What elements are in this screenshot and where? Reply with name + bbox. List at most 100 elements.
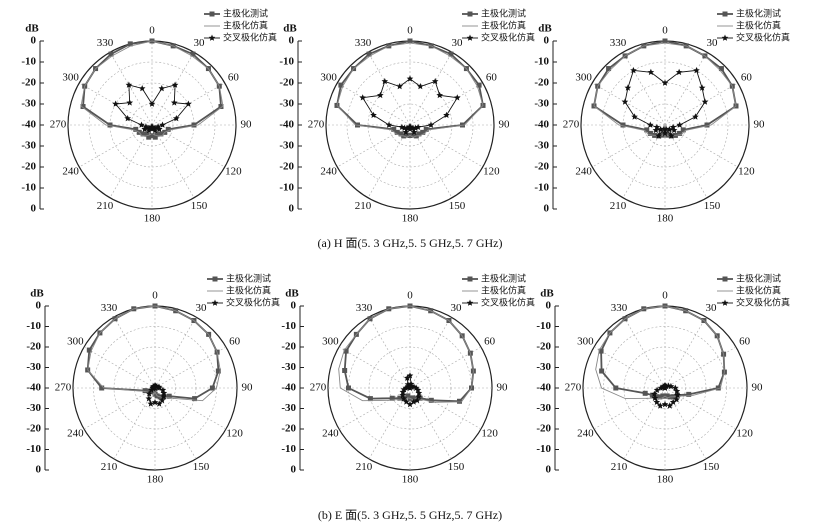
marker	[370, 111, 377, 118]
angle-label: 90	[752, 382, 764, 394]
legend-marker	[212, 276, 218, 282]
grid-spoke	[409, 82, 483, 126]
angle-label: 210	[610, 200, 627, 212]
legend-marker	[721, 34, 729, 41]
angle-label: 210	[611, 461, 628, 473]
marker	[127, 41, 133, 47]
series-line	[595, 305, 725, 400]
legend-label: 主极化测试	[481, 8, 526, 20]
y-tick-label: -10	[21, 182, 36, 194]
angle-label: 120	[736, 428, 753, 440]
angle-label: 90	[241, 119, 253, 131]
marker	[170, 99, 178, 106]
angle-label: 150	[448, 461, 465, 473]
angle-label: 150	[191, 200, 208, 212]
marker	[651, 394, 659, 401]
y-tick-label: 0	[291, 464, 297, 476]
marker	[405, 393, 411, 399]
marker	[671, 384, 679, 391]
grid-spoke	[368, 316, 411, 389]
marker	[160, 389, 168, 396]
marker	[677, 130, 683, 136]
marker	[171, 81, 179, 88]
angle-label: 270	[50, 119, 67, 131]
marker	[406, 400, 414, 408]
angle-label: 120	[481, 428, 498, 440]
marker	[185, 100, 192, 107]
marker	[146, 134, 152, 140]
y-tick-label: -40	[279, 119, 294, 131]
legend-label: 交叉极化仿真	[481, 32, 535, 44]
y-tick-label: -20	[534, 161, 549, 173]
marker	[342, 367, 348, 373]
marker	[661, 400, 669, 408]
marker	[404, 374, 411, 381]
marker	[647, 68, 655, 76]
angle-label: 90	[499, 119, 511, 131]
legend-label: 交叉极化仿真	[736, 297, 790, 309]
angle-label: 240	[575, 166, 592, 178]
marker	[366, 51, 372, 57]
angle-label: 60	[486, 72, 498, 84]
grid-spoke	[622, 52, 666, 126]
marker	[147, 388, 153, 394]
marker	[656, 402, 664, 409]
marker	[394, 129, 400, 135]
legend-label: 主极化仿真	[481, 285, 526, 297]
caption: (b) E 面(5. 3 GHz,5. 5 GHz,5. 7 GHz)	[318, 508, 502, 522]
marker	[209, 385, 215, 391]
marker	[402, 128, 410, 136]
grid-spoke	[154, 346, 227, 389]
marker	[367, 396, 373, 402]
angle-label: 60	[228, 72, 240, 84]
angle-label: 30	[706, 302, 718, 314]
grid-spoke	[83, 346, 156, 389]
marker	[662, 38, 668, 44]
axis-label: dB	[538, 23, 552, 35]
legend-marker	[721, 299, 729, 306]
marker	[391, 126, 397, 132]
marker	[415, 389, 423, 396]
marker	[428, 397, 434, 403]
y-tick-label: -40	[281, 382, 296, 394]
marker	[148, 100, 156, 107]
y-tick-label: -20	[281, 341, 296, 353]
marker	[142, 123, 150, 130]
y-tick-label: -10	[281, 443, 296, 455]
marker	[410, 128, 418, 136]
marker	[621, 98, 629, 105]
marker	[651, 390, 658, 397]
marker	[657, 126, 664, 133]
angle-label: 270	[310, 382, 327, 394]
series-line	[87, 305, 221, 402]
grid-spoke	[109, 52, 153, 126]
y-tick-label: -30	[26, 361, 41, 373]
marker	[647, 121, 654, 128]
marker	[718, 66, 724, 72]
marker	[158, 85, 166, 92]
series-line	[336, 42, 484, 138]
marker	[675, 68, 683, 76]
marker	[148, 123, 155, 130]
marker	[412, 124, 419, 131]
marker	[653, 386, 661, 393]
marker	[191, 122, 197, 128]
marker	[650, 392, 656, 398]
y-tick-label: -20	[281, 423, 296, 435]
angle-label: 150	[704, 200, 721, 212]
angle-label: 240	[577, 428, 594, 440]
angle-label: 90	[497, 382, 509, 394]
y-tick-label: -30	[21, 140, 36, 152]
angle-label: 120	[225, 166, 242, 178]
marker	[158, 131, 164, 137]
marker	[427, 121, 435, 128]
marker	[190, 51, 196, 57]
angle-label: 180	[657, 213, 674, 225]
marker	[99, 385, 105, 391]
y-tick-label: -20	[536, 341, 551, 353]
angle-label: 90	[754, 119, 766, 131]
angle-label: 0	[149, 25, 155, 37]
angle-label: 30	[451, 302, 463, 314]
angle-label: 330	[355, 37, 372, 49]
marker	[145, 395, 153, 402]
